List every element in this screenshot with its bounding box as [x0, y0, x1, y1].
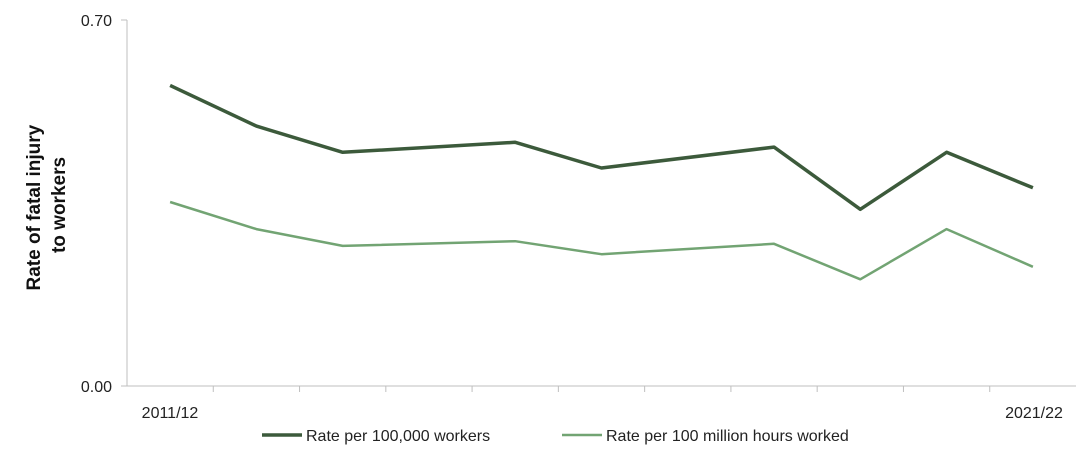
- series-line-rate-per-100000-workers: [169, 83, 1034, 212]
- y-axis-title-line-2: to workers: [49, 157, 70, 253]
- x-axis-ticks: [212, 386, 991, 392]
- legend-label-rate-per-100-million-hours: Rate per 100 million hours worked: [606, 428, 849, 445]
- y-axis-title: Rate of fatal injury to workers: [24, 119, 70, 290]
- x-tick-label-first: 2011/12: [142, 405, 199, 422]
- y-tick-label-min: 0.00: [81, 379, 112, 396]
- series-line-rate-per-100-million-hours: [169, 200, 1034, 281]
- legend-label-rate-per-100000-workers: Rate per 100,000 workers: [306, 428, 490, 445]
- series-group: [169, 83, 1034, 281]
- y-tick-label-max: 0.70: [81, 13, 112, 30]
- legend: Rate per 100,000 workers Rate per 100 mi…: [262, 428, 849, 445]
- y-axis-title-line-1: Rate of fatal injury: [24, 124, 45, 290]
- x-tick-label-last: 2021/22: [1005, 405, 1063, 422]
